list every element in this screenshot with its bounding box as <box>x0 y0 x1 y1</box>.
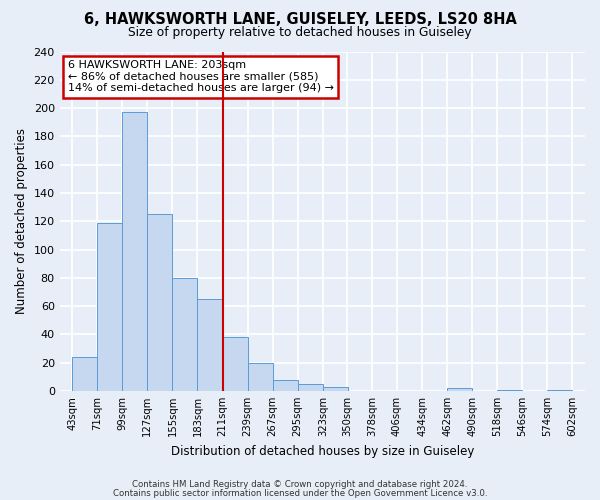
Bar <box>547 390 572 391</box>
Bar <box>148 214 172 391</box>
Bar <box>248 362 272 391</box>
Bar <box>447 388 472 391</box>
Text: Contains public sector information licensed under the Open Government Licence v3: Contains public sector information licen… <box>113 488 487 498</box>
Bar <box>122 112 148 391</box>
Bar <box>223 337 248 391</box>
Text: Size of property relative to detached houses in Guiseley: Size of property relative to detached ho… <box>128 26 472 39</box>
Bar <box>298 384 323 391</box>
Text: 6, HAWKSWORTH LANE, GUISELEY, LEEDS, LS20 8HA: 6, HAWKSWORTH LANE, GUISELEY, LEEDS, LS2… <box>83 12 517 28</box>
Bar <box>172 278 197 391</box>
X-axis label: Distribution of detached houses by size in Guiseley: Distribution of detached houses by size … <box>170 444 474 458</box>
Bar <box>197 299 223 391</box>
Bar <box>72 357 97 391</box>
Text: 6 HAWKSWORTH LANE: 203sqm
← 86% of detached houses are smaller (585)
14% of semi: 6 HAWKSWORTH LANE: 203sqm ← 86% of detac… <box>68 60 334 93</box>
Bar <box>97 222 122 391</box>
Text: Contains HM Land Registry data © Crown copyright and database right 2024.: Contains HM Land Registry data © Crown c… <box>132 480 468 489</box>
Bar <box>497 390 523 391</box>
Y-axis label: Number of detached properties: Number of detached properties <box>15 128 28 314</box>
Bar <box>272 380 298 391</box>
Bar <box>323 386 348 391</box>
